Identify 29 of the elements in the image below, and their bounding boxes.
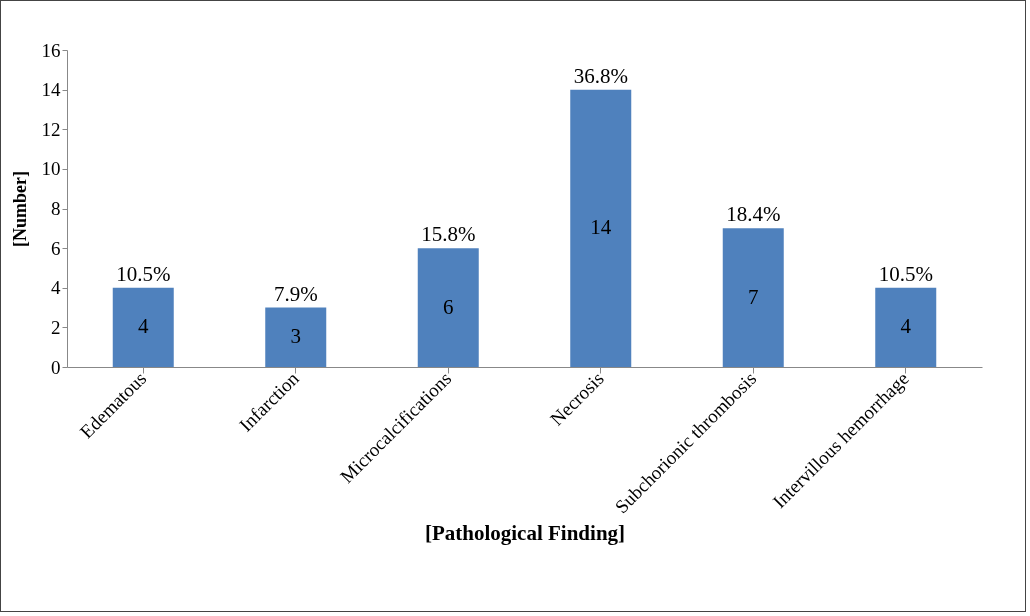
bar	[265, 307, 327, 367]
y-tick-label: 2	[51, 316, 61, 338]
data-label: 4	[138, 314, 149, 339]
annotation: 7.9%	[273, 281, 318, 306]
y-tick-label: 10	[41, 158, 61, 180]
annotation: 18.4%	[726, 202, 781, 227]
data-label: 14	[590, 215, 612, 240]
data-label: 6	[443, 294, 454, 319]
y-tick-label: 16	[41, 39, 61, 61]
y-axis-title: [Number]	[9, 171, 30, 247]
y-tick-label: 6	[51, 237, 61, 259]
bar	[417, 248, 479, 367]
bar	[570, 89, 632, 367]
bar	[875, 287, 937, 367]
data-label: 4	[900, 314, 912, 339]
y-tick-label: 12	[41, 118, 61, 140]
y-tick-label: 8	[51, 198, 61, 219]
data-label: 7	[748, 284, 759, 309]
annotation: 36.8%	[573, 63, 628, 88]
y-tick-label: 14	[41, 79, 61, 101]
bar	[722, 228, 784, 367]
annotation: 10.5%	[878, 261, 933, 286]
x-axis-title: [Pathological Finding]	[424, 521, 626, 546]
y-tick-label: 4	[51, 277, 61, 299]
bar	[112, 287, 174, 367]
annotation: 10.5%	[116, 261, 171, 286]
annotation: 15.8%	[421, 222, 476, 247]
data-label: 3	[290, 324, 301, 349]
y-tick-label: 0	[51, 356, 61, 378]
